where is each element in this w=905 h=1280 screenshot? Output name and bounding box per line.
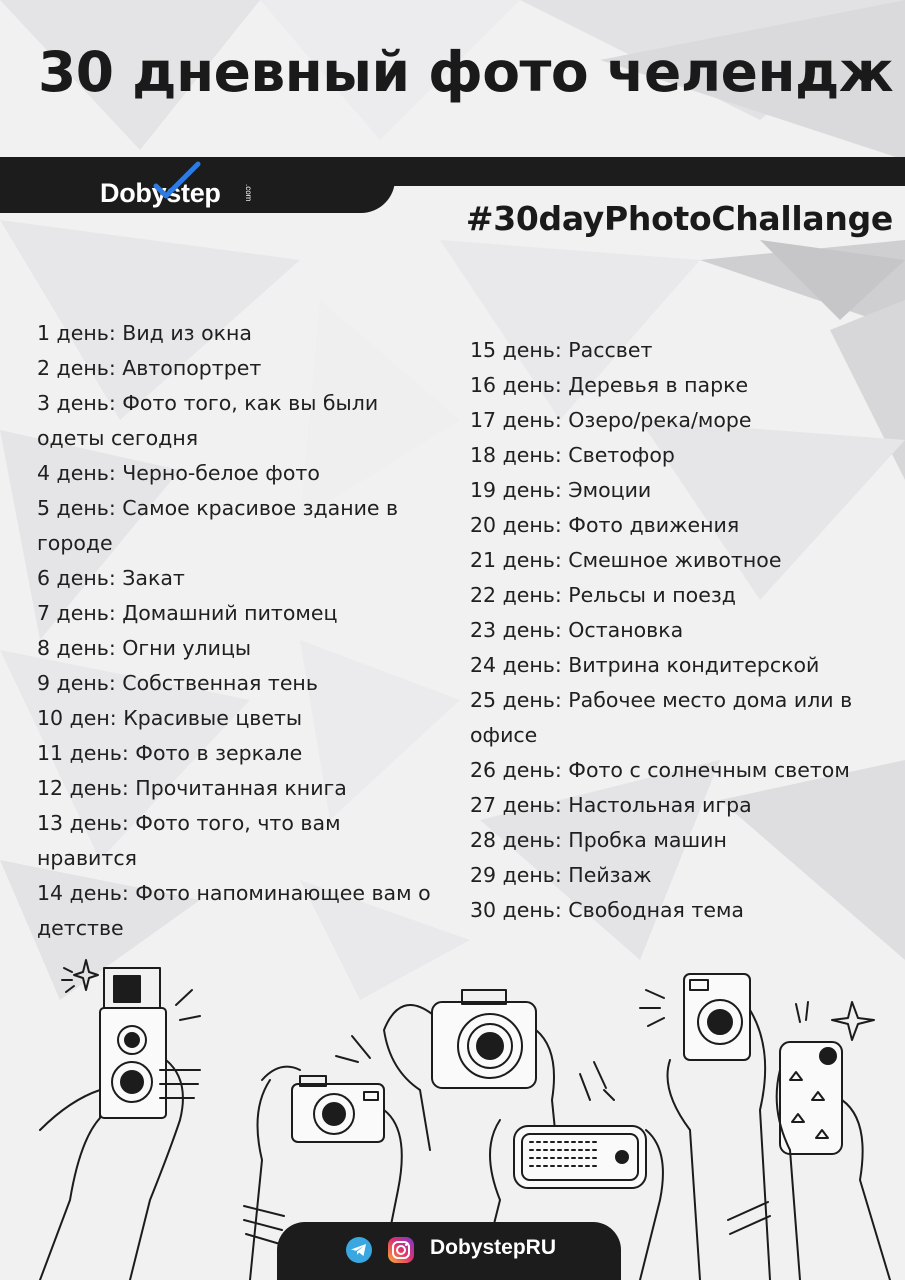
footer-bar bbox=[277, 1222, 621, 1280]
hashtag-heading: #30dayPhotoChallange bbox=[465, 199, 893, 238]
instagram-icon[interactable] bbox=[387, 1236, 415, 1264]
smartphone-icon bbox=[513, 1125, 647, 1189]
list-item: 11 день: Фото в зеркале bbox=[37, 741, 303, 765]
list-item: 7 день: Домашний питомец bbox=[37, 601, 338, 625]
list-item: 22 день: Рельсы и поезд bbox=[470, 583, 736, 607]
list-item: 12 день: Прочитанная книга bbox=[37, 776, 347, 800]
social-handle[interactable]: DobystepRU bbox=[430, 1236, 557, 1259]
list-item: 29 день: Пейзаж bbox=[470, 863, 652, 887]
list-item: 27 день: Настольная игра bbox=[470, 793, 752, 817]
list-item: 19 день: Эмоции bbox=[470, 478, 652, 502]
list-item: 24 день: Витрина кондитерской bbox=[470, 653, 820, 677]
list-item: 20 день: Фото движения bbox=[470, 513, 740, 537]
days-list-right: 15 день: Рассвет 16 день: Деревья в парк… bbox=[470, 333, 890, 928]
compact-camera-icon bbox=[291, 1075, 385, 1143]
checkmark-icon bbox=[153, 161, 201, 199]
list-item: 10 ден: Красивые цветы bbox=[37, 706, 303, 730]
list-item: 17 день: Озеро/река/море bbox=[470, 408, 752, 432]
days-list-left: 1 день: Вид из окна 2 день: Автопортрет … bbox=[37, 316, 442, 946]
dslr-camera-icon bbox=[431, 989, 537, 1089]
list-item: 1 день: Вид из окна bbox=[37, 321, 252, 345]
list-item: 8 день: Огни улицы bbox=[37, 636, 252, 660]
brand-logo-suffix: .com bbox=[244, 184, 253, 202]
page-title: 30 дневный фото челендж bbox=[38, 40, 894, 104]
list-item: 6 день: Закат bbox=[37, 566, 185, 590]
twin-lens-camera-icon bbox=[99, 967, 167, 1119]
list-item: 28 день: Пробка машин bbox=[470, 828, 727, 852]
list-item: 21 день: Смешное животное bbox=[470, 548, 782, 572]
list-item: 9 день: Собственная тень bbox=[37, 671, 318, 695]
list-item: 26 день: Фото с солнечным светом bbox=[470, 758, 850, 782]
list-item: 14 день: Фото напоминающее вам о детстве bbox=[37, 881, 431, 940]
list-item: 15 день: Рассвет bbox=[470, 338, 653, 362]
list-item: 16 день: Деревья в парке bbox=[470, 373, 749, 397]
phone-case-icon bbox=[779, 1041, 843, 1155]
list-item: 13 день: Фото того, что вам нравится bbox=[37, 811, 341, 870]
film-camera-icon bbox=[683, 973, 751, 1061]
list-item: 23 день: Остановка bbox=[470, 618, 684, 642]
list-item: 4 день: Черно-белое фото bbox=[37, 461, 320, 485]
list-item: 5 день: Самое красивое здание в городе bbox=[37, 496, 399, 555]
list-item: 30 день: Свободная тема bbox=[470, 898, 744, 922]
cameras-illustration bbox=[39, 959, 891, 1280]
list-item: 3 день: Фото того, как вы были одеты сег… bbox=[37, 391, 379, 450]
list-item: 2 день: Автопортрет bbox=[37, 356, 262, 380]
list-item: 25 день: Рабочее место дома или в офисе bbox=[470, 688, 853, 747]
list-item: 18 день: Светофор bbox=[470, 443, 675, 467]
telegram-icon[interactable] bbox=[345, 1236, 373, 1264]
sparkle-icon bbox=[61, 959, 99, 993]
